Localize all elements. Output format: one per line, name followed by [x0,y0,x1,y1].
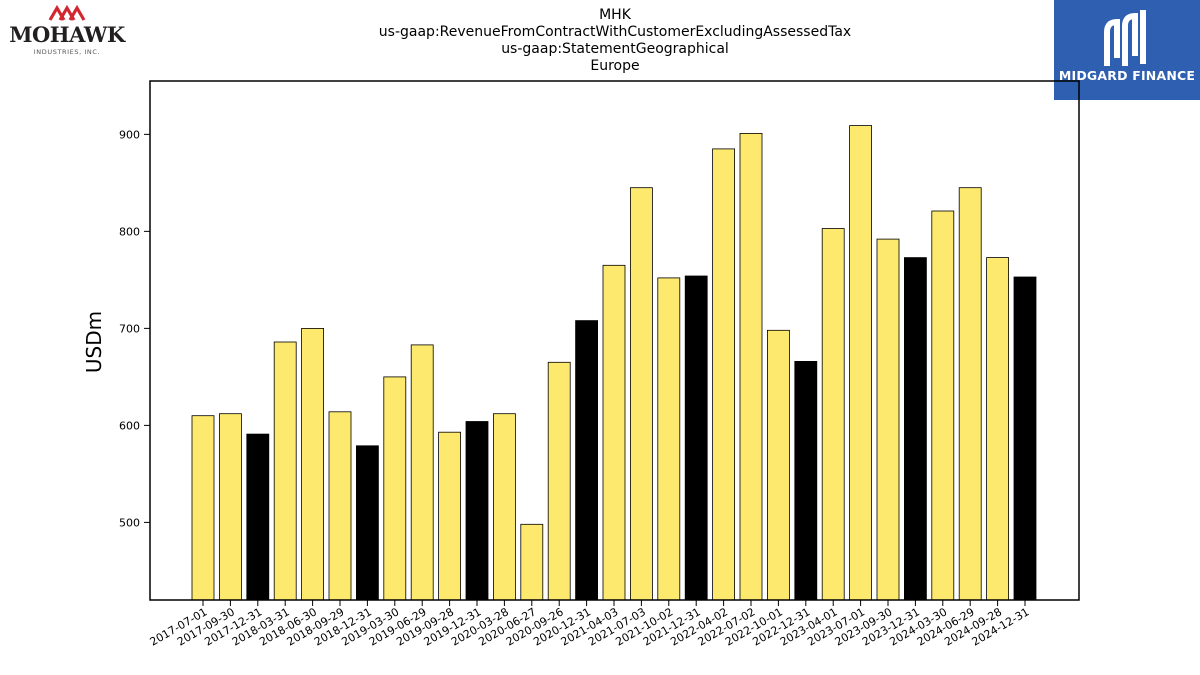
bar-2020-03-28 [492,413,516,601]
bar-2021-04-03 [602,264,626,601]
bar-2017-09-30 [218,413,242,601]
bar-2019-03-30 [383,376,407,601]
midgard-finance-logo: MIDGARD FINANCE [1054,0,1200,100]
bar-2023-07-01 [849,125,872,601]
y-tick-label: 500 [119,516,140,529]
bar-2018-03-31 [273,341,297,601]
chart-title-line: Europe [590,58,640,74]
bar-2020-09-26 [547,361,571,601]
bar-2021-12-31 [684,275,708,601]
y-axis-label: USDm [82,311,106,373]
bar-2017-07-01 [191,415,215,601]
bar-2024-06-29 [958,187,982,601]
mohawk-chevron-icon [48,4,86,21]
bar-2019-12-31 [465,421,489,601]
y-tick-label: 600 [119,419,140,432]
mohawk-subtitle: INDUSTRIES, INC. [33,48,101,56]
chart-title-line: us-gaap:StatementGeographical [501,41,729,57]
bar-2021-07-03 [630,187,653,601]
bar-2021-10-02 [657,277,681,601]
bar-2023-12-31 [904,257,927,601]
chart-title: MHK us-gaap:RevenueFromContractWithCusto… [315,7,915,75]
bar-2017-12-31 [246,433,270,601]
bar-2018-09-29 [328,411,352,601]
bar-2020-12-31 [575,320,598,601]
chart-title-line: us-gaap:RevenueFromContractWithCustomerE… [378,24,852,40]
mohawk-logo: MOHAWK INDUSTRIES, INC. [4,4,130,60]
y-tick-label: 800 [119,225,140,238]
midgard-wordmark: MIDGARD FINANCE [1058,68,1196,83]
bar-2018-06-30 [301,327,325,601]
bar-2019-09-28 [438,431,462,601]
bar-2024-03-30 [931,210,955,601]
y-axis: 500 600 700 800 900 [119,128,150,529]
bar-2022-04-02 [712,148,735,601]
bar-2022-10-01 [767,329,790,601]
bars-group [191,125,1037,601]
chart-title-line: MHK [599,7,631,23]
bar-2024-09-28 [986,257,1009,601]
bar-2019-06-29 [410,344,434,601]
bar-2018-12-31 [355,445,379,601]
mohawk-wordmark: MOHAWK [9,22,125,47]
y-tick-label: 900 [119,128,140,141]
bar-2022-12-31 [794,360,818,601]
bar-2023-09-30 [876,238,900,601]
y-tick-label: 700 [119,322,140,335]
midgard-emblem-icon [1104,10,1146,66]
bar-2024-12-31 [1013,276,1037,601]
bar-2023-04-01 [821,228,845,601]
bar-2022-07-02 [739,132,763,601]
x-axis: 2017-07-012017-09-302017-12-312018-03-31… [148,600,1032,649]
bar-2020-06-27 [520,523,544,601]
